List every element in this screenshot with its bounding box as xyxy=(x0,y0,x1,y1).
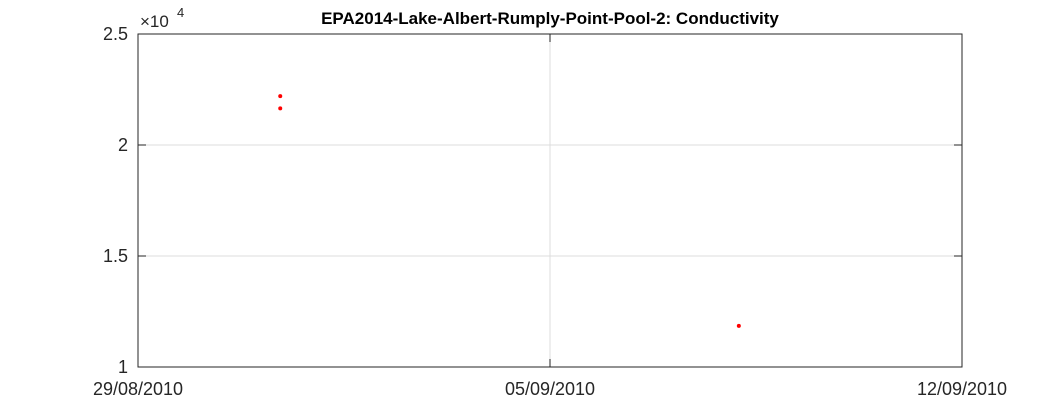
data-point xyxy=(278,106,283,111)
x-axis-tick-labels: 29/08/2010 05/09/2010 12/09/2010 xyxy=(93,379,1007,399)
data-point xyxy=(736,323,741,328)
y-tick-label: 2 xyxy=(118,135,128,155)
chart-title: EPA2014-Lake-Albert-Rumply-Point-Pool-2:… xyxy=(321,9,779,28)
y-multiplier-exponent: 4 xyxy=(177,5,184,20)
x-tick-label: 12/09/2010 xyxy=(917,379,1007,399)
y-axis-multiplier: ×10 4 xyxy=(140,5,184,31)
y-multiplier-base: ×10 xyxy=(140,12,169,31)
grid-lines xyxy=(138,34,962,367)
x-tick-label: 05/09/2010 xyxy=(505,379,595,399)
data-points xyxy=(278,94,741,328)
y-tick-label: 1.5 xyxy=(103,246,128,266)
y-axis-tick-labels: 1 1.5 2 2.5 xyxy=(103,24,128,377)
y-tick-label: 1 xyxy=(118,357,128,377)
y-tick-label: 2.5 xyxy=(103,24,128,44)
axis-ticks xyxy=(137,33,963,368)
x-tick-label: 29/08/2010 xyxy=(93,379,183,399)
data-point xyxy=(278,94,283,99)
